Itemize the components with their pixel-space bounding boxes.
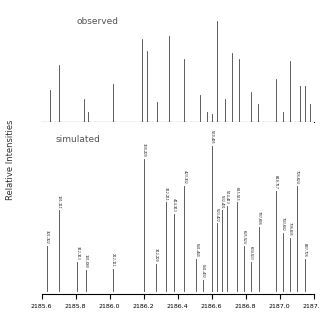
Text: $1_{01}$-$1_{11}$: $1_{01}$-$1_{11}$ xyxy=(55,194,62,209)
Text: $7_{43}$-$6_{42}$: $7_{43}$-$6_{42}$ xyxy=(279,216,287,231)
Text: $3_{30}$-$2_{20}$: $3_{30}$-$2_{20}$ xyxy=(140,142,148,157)
Text: $5_{41}$-$4_{40}$: $5_{41}$-$4_{40}$ xyxy=(193,242,200,257)
Text: $3_{12}$-$2_{11}$: $3_{12}$-$2_{11}$ xyxy=(162,186,170,201)
Text: $7_{26}$-$6_{24}$: $7_{26}$-$6_{24}$ xyxy=(293,169,300,185)
Text: $2_{12}$-$1_{11}$: $2_{12}$-$1_{11}$ xyxy=(109,252,117,267)
Text: $6_{15}$-$5_{15}$: $6_{15}$-$5_{15}$ xyxy=(233,186,241,201)
Text: $5_{41}$-$4_{32}$: $5_{41}$-$4_{32}$ xyxy=(199,263,207,278)
Text: $6_{25}$-$5_{24}$: $6_{25}$-$5_{24}$ xyxy=(240,229,248,244)
Text: $7_{07}$-$6_{06}$: $7_{07}$-$6_{06}$ xyxy=(255,210,263,225)
Text: Relative Intensities: Relative Intensities xyxy=(6,120,15,200)
Text: $3_{21}$-$3_{22}$: $3_{21}$-$3_{22}$ xyxy=(43,229,51,244)
Text: simulated: simulated xyxy=(55,135,100,144)
Text: $3_{12}$-$3_{13}$: $3_{12}$-$3_{13}$ xyxy=(74,245,81,260)
Text: $3_{12}$-$2_{20}$: $3_{12}$-$2_{20}$ xyxy=(152,247,159,262)
Text: $7_{36}$-$6_{35}$: $7_{36}$-$6_{35}$ xyxy=(286,221,294,236)
Text: $5_{23}$-$4_{22}$: $5_{23}$-$4_{22}$ xyxy=(213,207,220,222)
Text: $5_{50}$-$4_{05}$: $5_{50}$-$4_{05}$ xyxy=(208,129,215,144)
Text: $1_{01}$-$0_{00}$: $1_{01}$-$0_{00}$ xyxy=(82,253,90,268)
Text: $8_{18}$-$7_{17}$: $8_{18}$-$7_{17}$ xyxy=(272,174,280,189)
Text: $5_{32}$-$4_{31}$: $5_{32}$-$4_{31}$ xyxy=(218,194,226,209)
Text: $5_{14}$-$4_{13}$: $5_{14}$-$4_{13}$ xyxy=(223,189,231,204)
Text: $4_{14}$-$3_{13}$: $4_{14}$-$3_{13}$ xyxy=(171,197,178,212)
Text: $4_{23}$-$3_{32}$: $4_{23}$-$3_{32}$ xyxy=(180,169,188,185)
Text: observed: observed xyxy=(77,17,119,26)
Text: $6_{34}$-$5_{33}$: $6_{34}$-$5_{33}$ xyxy=(247,245,254,260)
Text: $8_{07}$-$7_{26}$: $8_{07}$-$7_{26}$ xyxy=(301,242,309,257)
